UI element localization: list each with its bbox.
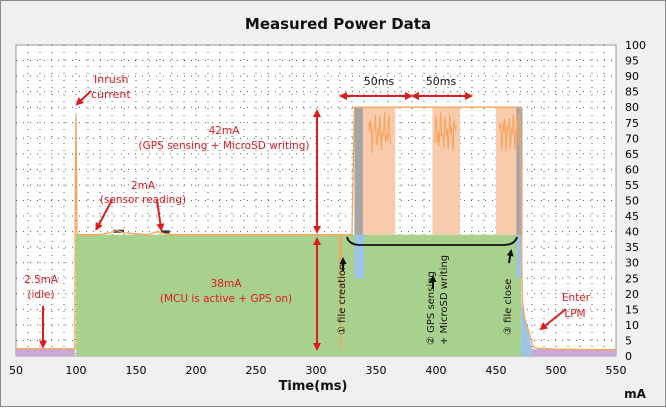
file-close-area <box>516 107 523 235</box>
y-tick-label: 90 <box>625 70 639 83</box>
gps-sensing-label: ② GPS sensing <box>426 271 437 345</box>
y-tick-label: 20 <box>625 288 639 301</box>
burst-detail <box>368 111 391 154</box>
sensor-label-line1: 2mA <box>131 180 156 192</box>
sensor-label-line2: (sensor reading) <box>100 194 186 206</box>
y-tick-label: 5 <box>625 334 632 347</box>
x-tick-label: 50 <box>9 364 23 377</box>
y-axis-unit: mA <box>624 387 647 401</box>
annotation-arrows <box>39 90 567 351</box>
x-tick-label: 450 <box>486 364 507 377</box>
close-decay-area <box>521 300 532 356</box>
microsd-writing-label: + MicroSD writing <box>439 255 450 345</box>
y-tick-label: 60 <box>625 163 639 176</box>
x-tick-label: 300 <box>306 364 327 377</box>
interval-label-1: 50ms <box>364 75 395 88</box>
y-tick-label: 35 <box>625 241 639 254</box>
file-close-arrow <box>506 249 514 264</box>
lpm-label-line1: Enter <box>562 292 591 304</box>
interval-label-2: 50ms <box>426 75 457 88</box>
mcu-active-area <box>76 234 522 356</box>
y-tick-label: 50 <box>625 195 639 208</box>
mcu38-label-line1: 38mA <box>211 278 243 290</box>
y-tick-label: 10 <box>625 319 639 332</box>
file-close-base <box>516 234 523 279</box>
sensor-arrow-left <box>95 199 113 231</box>
idle-label-line1: 2.5mA <box>24 274 59 286</box>
mcu38-label-line2: (MCU is active + GPS on) <box>160 293 292 305</box>
x-axis-label: Time(ms) <box>279 379 348 394</box>
y-tick-label: 25 <box>625 272 639 285</box>
y-tick-label: 80 <box>625 101 639 114</box>
file-creation-area <box>354 107 364 235</box>
chart-title: Measured Power Data <box>245 15 431 33</box>
x-tick-label: 550 <box>606 364 627 377</box>
y-tick-label: 15 <box>625 303 639 316</box>
inrush-arrow <box>75 90 92 106</box>
lpm-label-line2: LPM <box>564 308 585 320</box>
x-tick-label: 250 <box>246 364 267 377</box>
file-close-label: ③ file close <box>503 279 514 335</box>
y-tick-label: 85 <box>625 86 639 99</box>
y-tick-label: 95 <box>625 55 639 68</box>
lpm-arrow <box>539 308 567 331</box>
inrush-label-line1: Inrush <box>94 73 128 86</box>
x-tick-label: 150 <box>126 364 147 377</box>
burst-detail <box>497 114 520 153</box>
lpm-area <box>521 349 616 356</box>
idle-label-line2: (idle) <box>27 289 54 301</box>
file-creation-label: ① file creation <box>337 264 348 335</box>
gps42-label-line2: (GPS sensing + MicroSD writing) <box>139 140 310 152</box>
x-tick-label: 200 <box>186 364 207 377</box>
y-tick-label: 65 <box>625 148 639 161</box>
x-tick-label: 100 <box>66 364 87 377</box>
x-tick-label: 500 <box>546 364 567 377</box>
y-tick-label: 75 <box>625 117 639 130</box>
current-series-line <box>16 106 617 351</box>
burst-bracket <box>346 236 518 246</box>
y-tick-label: 30 <box>625 257 639 270</box>
x-tick-label: 350 <box>366 364 387 377</box>
gps42-label-line1: 42mA <box>209 125 241 137</box>
y-tick-label: 100 <box>625 39 646 52</box>
y-tick-label: 40 <box>625 226 639 239</box>
y-tick-label: 55 <box>625 179 639 192</box>
sensor-arrow-right <box>156 199 165 232</box>
y-tick-label: 45 <box>625 210 639 223</box>
file-creation-base <box>354 234 364 279</box>
y-tick-label: 70 <box>625 132 639 145</box>
axis-ticks: 0 5 10 15 20 25 30 35 40 45 50 55 60 65 70 75 80 85 90 95 10… <box>9 39 646 377</box>
current-trace <box>16 106 617 351</box>
y-tick-label: 0 <box>625 350 632 363</box>
region-fills <box>16 107 616 356</box>
burst-detail <box>434 111 457 151</box>
sensor-blip-2 <box>161 230 170 234</box>
inrush-label-line2: current <box>91 88 131 101</box>
x-tick-label: 400 <box>426 364 447 377</box>
idle-area <box>16 348 75 356</box>
